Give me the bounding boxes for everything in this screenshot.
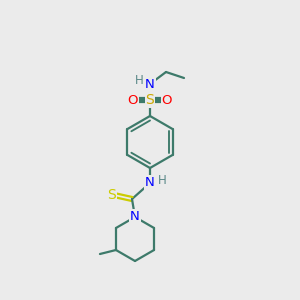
Text: N: N — [130, 211, 140, 224]
Text: O: O — [128, 94, 138, 106]
Text: N: N — [145, 77, 155, 91]
Text: O: O — [162, 94, 172, 106]
Text: H: H — [135, 74, 143, 86]
Text: H: H — [158, 175, 166, 188]
Text: S: S — [108, 188, 116, 202]
Text: S: S — [146, 93, 154, 107]
Text: N: N — [145, 176, 155, 190]
